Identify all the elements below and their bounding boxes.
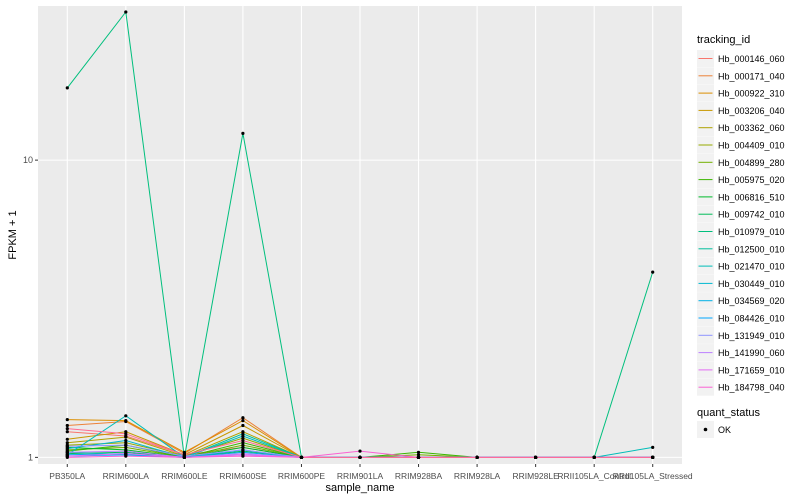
legend-label: Hb_012500_010 — [718, 244, 785, 254]
data-point — [241, 441, 245, 445]
y-tick-label: 10 — [23, 155, 33, 165]
x-tick-label: RRIM901LA — [337, 471, 384, 481]
data-point — [241, 445, 245, 449]
x-axis-title: sample_name — [325, 482, 394, 494]
y-tick-label: 1 — [28, 452, 33, 462]
legend-label: Hb_131949_010 — [718, 331, 785, 341]
legend-label: Hb_003362_060 — [718, 123, 785, 133]
data-point — [241, 448, 245, 452]
data-point — [358, 449, 362, 453]
series-points — [65, 10, 655, 459]
data-point — [358, 455, 362, 459]
data-point — [65, 423, 69, 428]
data-point — [65, 418, 69, 422]
data-point — [241, 432, 245, 436]
legend-label: Hb_010979_010 — [718, 227, 785, 237]
data-point — [416, 453, 421, 457]
legend-label: Hb_141990_060 — [718, 348, 785, 358]
data-point — [65, 86, 69, 90]
data-point — [124, 432, 128, 436]
legend-label: Hb_184798_040 — [718, 383, 785, 393]
data-point — [241, 438, 245, 443]
shape-legend-title: quant_status — [697, 407, 760, 419]
legend-label: Hb_004409_010 — [718, 141, 785, 151]
x-tick-label: RRII105LA_Control — [557, 471, 631, 481]
legend-label: Hb_000922_310 — [718, 89, 785, 99]
data-point — [416, 450, 421, 454]
data-point — [124, 449, 128, 453]
data-point — [182, 453, 186, 457]
data-point — [124, 10, 128, 14]
data-point — [241, 416, 245, 420]
x-tick-label: RRIM600LE — [161, 471, 208, 481]
x-tick-label: RRIM600SE — [219, 471, 267, 481]
data-point — [182, 450, 186, 454]
x-tick-label: RRIM600PE — [278, 471, 326, 481]
legend-label: Hb_000146_060 — [718, 54, 785, 64]
data-point — [651, 455, 655, 459]
data-point — [651, 270, 655, 274]
data-point — [124, 414, 128, 418]
data-point — [65, 430, 69, 434]
legend-label: Hb_004899_280 — [718, 158, 785, 168]
data-point — [124, 419, 128, 423]
legend-label: Hb_034569_020 — [718, 296, 785, 306]
y-axis-title: FPKM + 1 — [7, 210, 19, 259]
data-point — [124, 454, 128, 458]
data-point — [241, 131, 245, 135]
legend-label: Hb_021470_010 — [718, 262, 785, 272]
legend-label: Hb_084426_010 — [718, 314, 785, 324]
data-point — [124, 443, 128, 447]
data-point — [65, 427, 69, 431]
data-point — [65, 437, 69, 441]
legend-label: Hb_030449_010 — [718, 279, 785, 289]
data-point — [241, 419, 245, 423]
legend-title: tracking_id — [697, 34, 750, 46]
legend: Hb_000146_060 Hb_000171_040 Hb_000922_310 H… — [697, 50, 785, 396]
legend-label: Hb_000171_040 — [718, 71, 785, 81]
legend-label: Hb_171659_010 — [718, 365, 785, 375]
data-point — [299, 455, 304, 459]
legend-label: Hb_006816_510 — [718, 192, 785, 202]
x-tick-label: PB350LA — [49, 471, 85, 481]
data-point — [65, 444, 69, 448]
data-point — [534, 455, 538, 459]
shape-legend-point — [703, 427, 708, 432]
data-point — [241, 454, 245, 458]
x-axis: PB350LA RRIM600LA RRIM600LE RRIM600SE RRIM60… — [49, 464, 693, 481]
data-point — [592, 455, 596, 459]
data-point — [651, 445, 655, 449]
shape-legend-label: OK — [718, 425, 731, 435]
shape-legend: OK — [697, 421, 731, 438]
data-point — [65, 450, 69, 454]
data-point — [65, 441, 69, 445]
data-point — [124, 435, 128, 439]
data-point — [475, 455, 479, 459]
legend-label: Hb_005975_020 — [718, 175, 785, 185]
data-point — [241, 423, 245, 428]
data-point — [65, 447, 69, 451]
x-tick-label: RRIM928LE — [512, 471, 559, 481]
data-point — [124, 452, 128, 456]
data-point — [241, 443, 245, 447]
data-point — [124, 445, 128, 449]
data-point — [124, 441, 128, 445]
data-point — [65, 455, 69, 459]
data-point — [124, 438, 128, 443]
x-tick-label: RRIM928BA — [395, 471, 443, 481]
y-axis: 1 10 — [23, 155, 38, 462]
legend-label: Hb_009742_010 — [718, 210, 785, 220]
legend-label: Hb_003206_040 — [718, 106, 785, 116]
data-point — [182, 455, 186, 459]
x-tick-label: RRIM928LA — [454, 471, 501, 481]
data-point — [241, 436, 245, 440]
data-point — [241, 434, 245, 438]
x-tick-label: RRII105LA_Stressed — [613, 471, 693, 481]
x-tick-label: RRIM600LA — [103, 471, 150, 481]
data-point — [416, 455, 421, 459]
